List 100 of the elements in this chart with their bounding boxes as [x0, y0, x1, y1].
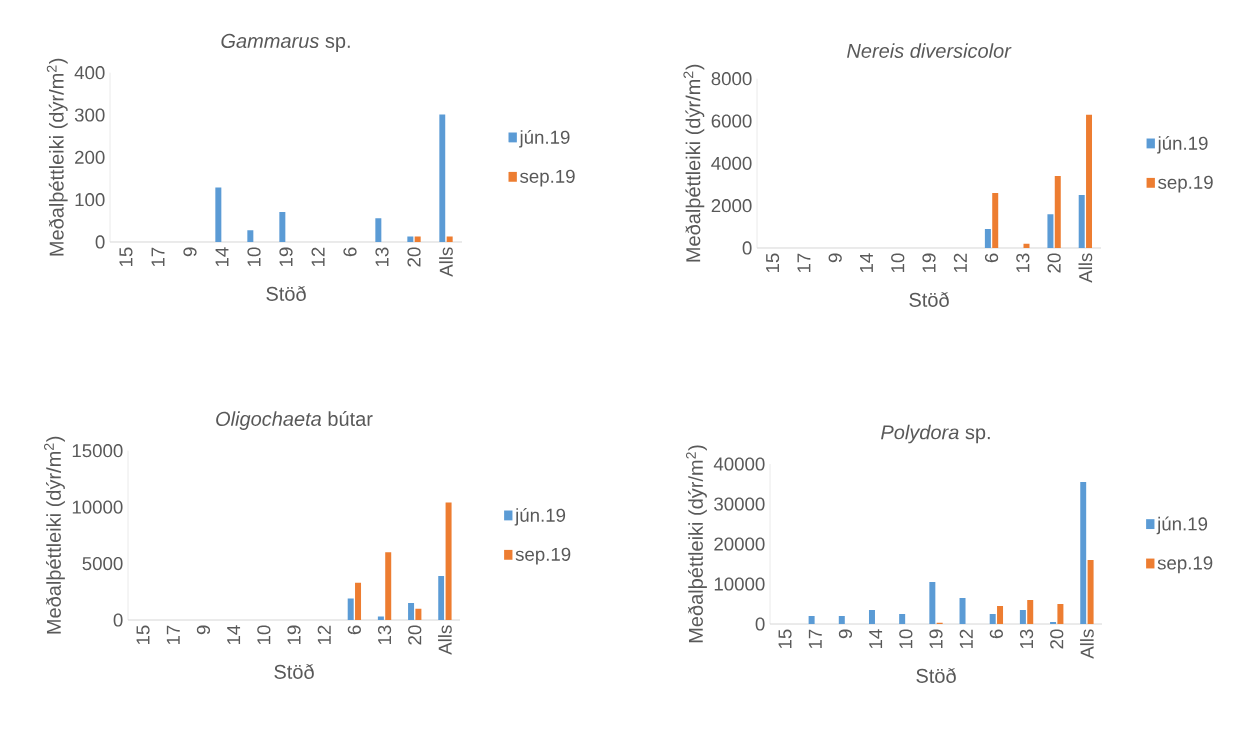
x-tick-label: 15: [778, 629, 792, 649]
x-tick-label: 20: [407, 247, 421, 267]
bar: [959, 598, 966, 624]
x-tick-label: 20: [408, 625, 422, 645]
bar: [1057, 604, 1064, 624]
x-tick-label: 10: [257, 625, 271, 645]
y-tick-label: 20000: [714, 537, 765, 551]
bar: [838, 616, 845, 624]
bar: [414, 236, 421, 242]
y-tick-label: 400: [74, 66, 105, 80]
x-axis-title: Stöð: [266, 285, 306, 301]
y-axis-title: Meðalþéttleiki (dýr/m$^{2}$): [686, 445, 707, 643]
bar: [868, 610, 875, 624]
x-tick-label: 12: [311, 247, 325, 267]
x-tick-label: 13: [1016, 253, 1030, 273]
bar: [984, 228, 991, 248]
bar: [408, 603, 415, 620]
x-axis-title: Stöð: [909, 291, 949, 307]
bar: [279, 211, 286, 242]
bar: [377, 616, 384, 620]
chart-title: Nereis diversicolor: [847, 43, 1012, 58]
x-tick-label: 13: [375, 247, 389, 267]
bar: [407, 236, 414, 242]
x-tick-label: 12: [959, 629, 973, 649]
x-tick-label: 9: [838, 629, 853, 639]
bar: [1054, 176, 1061, 248]
y-tick-label: 8000: [711, 72, 752, 86]
bar: [375, 218, 382, 242]
bar: [247, 230, 254, 242]
x-tick-label: 6: [343, 247, 357, 257]
y-tick-label: 0: [742, 241, 752, 255]
x-tick-label: 9: [828, 253, 842, 263]
y-tick-label: 0: [95, 235, 105, 249]
x-tick-label: 14: [860, 253, 873, 273]
chart-title: Oligochaeta bútar: [216, 411, 373, 430]
bar: [1023, 243, 1030, 248]
x-tick-label: 6: [347, 625, 361, 635]
x-tick-label: 19: [922, 253, 936, 273]
bar: [992, 192, 999, 248]
y-tick-label: 30000: [714, 497, 765, 511]
x-tick-label: 12: [317, 625, 331, 645]
bar: [385, 552, 392, 620]
x-tick-label: 14: [215, 247, 229, 267]
x-tick-label: Alls: [438, 625, 452, 655]
x-tick-label: 13: [377, 625, 392, 645]
y-tick-label: 4000: [711, 156, 752, 170]
bar: [1019, 610, 1026, 624]
y-tick-label: 300: [74, 108, 105, 122]
bar: [439, 114, 446, 242]
bar: [899, 614, 906, 624]
bar: [1078, 195, 1085, 248]
x-axis-title: Stöð: [916, 667, 956, 683]
x-tick-label: 19: [287, 625, 301, 645]
x-tick-label: 10: [899, 629, 913, 649]
chart-title: Gammarus sp.: [221, 33, 350, 52]
x-tick-label: 17: [797, 253, 811, 273]
y-tick-label: 10000: [714, 577, 765, 591]
y-axis-title: Meðalþéttleiki (dýr/m$^{2}$): [683, 64, 705, 262]
x-tick-label: 14: [869, 629, 883, 649]
y-tick-label: 0: [755, 617, 765, 631]
y-tick-label: 0: [113, 613, 123, 627]
bar: [347, 598, 354, 620]
bar: [445, 502, 452, 620]
legend-label: jún.19: [519, 129, 570, 148]
legend-label: sep.19: [1158, 175, 1213, 193]
legend-label: sep.19: [515, 547, 571, 565]
x-tick-label: 20: [1047, 253, 1061, 273]
legend-label: sep.19: [1157, 556, 1213, 574]
x-tick-label: 6: [984, 253, 999, 263]
x-axis-title: Stöð: [274, 663, 314, 679]
x-tick-label: 12: [953, 253, 967, 273]
x-tick-label: 9: [196, 625, 211, 635]
bar: [1047, 214, 1054, 248]
bar: [997, 606, 1004, 624]
x-tick-label: 17: [808, 629, 822, 649]
x-tick-label: 15: [119, 247, 133, 267]
x-tick-label: 15: [766, 253, 780, 273]
legend-label: jún.19: [1156, 516, 1208, 535]
x-tick-label: 20: [1050, 629, 1064, 649]
bar: [1087, 560, 1094, 624]
y-tick-label: 5000: [82, 556, 123, 571]
y-tick-label: 100: [75, 193, 105, 207]
x-tick-label: Alls: [439, 247, 453, 277]
bar: [989, 614, 996, 624]
x-tick-label: 15: [136, 625, 150, 645]
bar: [446, 236, 453, 242]
x-tick-label: 10: [247, 247, 261, 267]
x-tick-label: Alls: [1078, 253, 1093, 283]
bar: [355, 582, 362, 620]
bar: [1080, 482, 1087, 624]
legend-label: jún.19: [514, 507, 566, 526]
y-axis-title: Meðalþéttleiki (dýr/m$^{2}$): [44, 436, 65, 634]
y-tick-label: 200: [75, 150, 105, 164]
bar: [1027, 600, 1034, 624]
bar: [415, 608, 422, 620]
bar: [808, 616, 815, 624]
legend-label: jún.19: [1157, 135, 1208, 154]
bar: [438, 575, 445, 620]
x-tick-label: 19: [279, 247, 293, 267]
bar: [929, 582, 936, 624]
